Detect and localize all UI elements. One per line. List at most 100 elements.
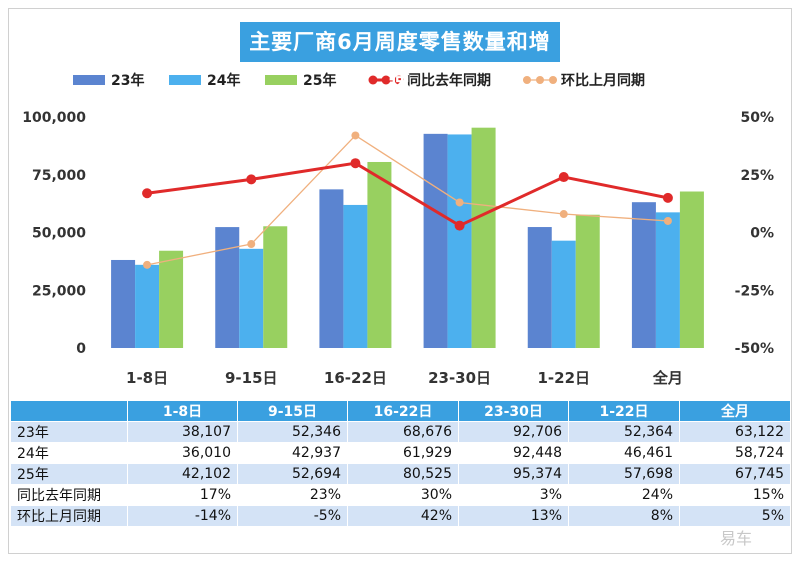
y-right-tick-label: -50% xyxy=(735,341,774,357)
table-cell: 42,937 xyxy=(237,442,348,464)
bar-23 xyxy=(527,227,552,348)
table-header-cell: 23-30日 xyxy=(458,400,569,422)
table-cell: 92,706 xyxy=(458,421,569,443)
table-cell: 92,448 xyxy=(458,442,569,464)
yoy-point xyxy=(662,192,673,203)
bar-25 xyxy=(263,226,288,348)
table-cell: 67,745 xyxy=(679,463,791,485)
table-cell: 23% xyxy=(237,484,348,506)
yoy-point xyxy=(558,172,569,183)
yoy-point xyxy=(246,174,257,185)
legend-marker xyxy=(536,76,544,84)
bar-24 xyxy=(135,264,160,348)
chart-title: 主要厂商6月周度零售数量和增速 xyxy=(240,22,560,94)
table-header-cell: 1-8日 xyxy=(127,400,238,422)
table-cell: 52,694 xyxy=(237,463,348,485)
legend-marker xyxy=(523,76,531,84)
legend-label: 25年 xyxy=(303,72,336,89)
table-cell: 95,374 xyxy=(458,463,569,485)
x-tick-label: 全月 xyxy=(652,369,683,387)
y-left-tick-label: 75,000 xyxy=(32,168,86,184)
data-table: 1-8日 9-15日 16-22日 23-30日 1-22日 全月 23年 38,… xyxy=(10,400,791,527)
table-cell: 68,676 xyxy=(347,421,459,443)
legend-swatch xyxy=(265,75,297,85)
table-cell: -14% xyxy=(127,505,238,527)
bar-24 xyxy=(239,248,264,348)
x-tick-label: 1-8日 xyxy=(126,369,168,387)
legend-marker xyxy=(549,76,557,84)
bar-25 xyxy=(471,127,496,348)
table-cell: 17% xyxy=(127,484,238,506)
bar-25 xyxy=(367,161,392,348)
bar-24 xyxy=(343,204,368,348)
y-right-tick-label: 25% xyxy=(740,168,774,184)
table-cell: 57,698 xyxy=(568,463,680,485)
legend-label: 环比上月同期 xyxy=(561,72,645,89)
bar-23 xyxy=(111,259,136,348)
table-cell: 3% xyxy=(458,484,569,506)
bar-23 xyxy=(319,189,344,348)
bar-25 xyxy=(679,191,704,348)
table-row: 环比上月同期 -14% -5% 42% 13% 8% 5% xyxy=(10,505,791,527)
x-tick-label: 1-22日 xyxy=(537,369,590,387)
y-right-tick-label: -25% xyxy=(735,283,774,299)
legend-label: 23年 xyxy=(111,72,144,89)
x-tick-label: 9-15日 xyxy=(225,369,278,387)
mom-point xyxy=(663,216,672,225)
table-cell: 38,107 xyxy=(127,421,238,443)
table-cell: 42% xyxy=(347,505,459,527)
legend-swatch xyxy=(169,75,201,85)
bar-23 xyxy=(631,202,656,348)
table-cell: 5% xyxy=(679,505,791,527)
table-header-cell: 16-22日 xyxy=(347,400,459,422)
y-right-tick-label: 50% xyxy=(740,110,774,126)
table-cell: 36,010 xyxy=(127,442,238,464)
bar-24 xyxy=(551,240,576,348)
table-cell: 46,461 xyxy=(568,442,680,464)
table-cell: 80,525 xyxy=(347,463,459,485)
y-left-tick-label: 0 xyxy=(76,341,86,357)
table-cell: 13% xyxy=(458,505,569,527)
yoy-point xyxy=(454,220,465,231)
table-header-cell: 全月 xyxy=(679,400,791,422)
bar-25 xyxy=(575,214,600,348)
table-row-label: 环比上月同期 xyxy=(10,505,128,527)
legend-marker xyxy=(381,75,391,85)
x-tick-label: 23-30日 xyxy=(428,369,491,387)
table-cell: 24% xyxy=(568,484,680,506)
table-cell: 58,724 xyxy=(679,442,791,464)
bar-23 xyxy=(423,133,448,348)
mom-point xyxy=(455,198,464,207)
bar-24 xyxy=(447,134,472,348)
table-cell: 63,122 xyxy=(679,421,791,443)
table-row-label: 同比去年同期 xyxy=(10,484,128,506)
y-left-tick-label: 25,000 xyxy=(32,283,86,299)
x-tick-label: 16-22日 xyxy=(324,369,387,387)
table-header-cell: 1-22日 xyxy=(568,400,680,422)
table-row: 25年 42,102 52,694 80,525 95,374 57,698 67,745 xyxy=(10,463,791,485)
legend-label: 24年 xyxy=(207,72,240,89)
table-header-cell xyxy=(10,400,128,422)
legend-marker xyxy=(394,75,404,85)
table-row-label: 23年 xyxy=(10,421,128,443)
yoy-line xyxy=(146,161,669,228)
table-cell: 52,346 xyxy=(237,421,348,443)
table-header-cell: 9-15日 xyxy=(237,400,348,422)
table-cell: 8% xyxy=(568,505,680,527)
table-header-row: 1-8日 9-15日 16-22日 23-30日 1-22日 全月 xyxy=(10,400,791,422)
bar-24 xyxy=(655,212,680,348)
bar-25 xyxy=(159,250,184,348)
table-row: 同比去年同期 17% 23% 30% 3% 24% 15% xyxy=(10,484,791,506)
mom-point xyxy=(559,210,568,219)
bar-23 xyxy=(215,227,240,348)
table-row: 23年 38,107 52,346 68,676 92,706 52,364 63,122 xyxy=(10,421,791,443)
legend-label: 同比去年同期 xyxy=(407,72,491,89)
table-row-label: 25年 xyxy=(10,463,128,485)
y-left-tick-label: 100,000 xyxy=(22,110,86,126)
yoy-point xyxy=(142,188,153,199)
legend-marker xyxy=(368,75,378,85)
y-left-tick-label: 50,000 xyxy=(32,226,86,242)
table-row: 24年 36,010 42,937 61,929 92,448 46,461 58,724 xyxy=(10,442,791,464)
y-right-tick-label: 0% xyxy=(750,226,774,242)
table-cell: 30% xyxy=(347,484,459,506)
